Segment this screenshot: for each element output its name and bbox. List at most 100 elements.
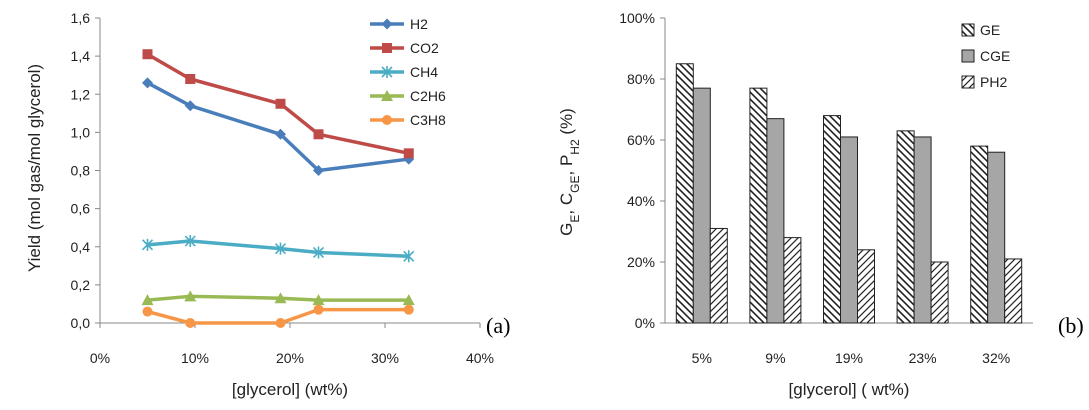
legend-marker-h2 <box>381 18 393 30</box>
ylabel-g-sub: E <box>568 215 582 223</box>
y-tick-label: 20% <box>627 254 655 270</box>
y-tick-label: 40% <box>627 193 655 209</box>
data-point-co2 <box>185 74 196 84</box>
bar-ph2 <box>783 237 802 324</box>
bar-group <box>970 145 1023 324</box>
ylabel-g: G <box>557 223 576 236</box>
panel-a-x-axis-label: [glycerol] (wt%) <box>232 380 348 399</box>
panel-a-legend: H2 CO2 CH4 C2H6 C3H8 <box>370 16 446 128</box>
legend-label-ph2: PH2 <box>980 74 1007 90</box>
legend-swatch-ge <box>961 23 975 37</box>
data-point-ch4 <box>312 246 325 259</box>
data-point-co2 <box>313 129 324 140</box>
legend-item-ge: GE <box>961 22 1000 38</box>
panel-a-y-ticks: 0,0 0,2 0,4 0,6 0,8 1,0 1,2 1,4 1,6 <box>71 10 100 331</box>
bar-group <box>823 115 875 324</box>
panel-a-series <box>141 49 415 328</box>
legend-label-c2h6: C2H6 <box>410 88 446 104</box>
panel-b-y-axis-label: GE, CGE, PH2 (%) <box>557 108 582 236</box>
series-c3h8 <box>142 304 414 328</box>
y-tick-label: 80% <box>627 71 655 87</box>
panel-a-x-ticks: 0% 10% 20% 30% 40% <box>90 323 494 366</box>
bar-ge <box>970 145 989 324</box>
bar-group <box>896 130 949 324</box>
bar-cge <box>766 118 785 324</box>
bar-ph2 <box>1004 258 1023 324</box>
y-tick-label: 0,6 <box>71 201 91 217</box>
legend-label-ch4: CH4 <box>410 64 438 80</box>
data-point-c3h8 <box>142 306 153 317</box>
ylabel-p-sub: H2 <box>568 139 582 155</box>
panel-a-y-axis-label: Yield (mol gas/mol glycerol) <box>25 64 44 272</box>
y-tick-label: 0,4 <box>71 239 91 255</box>
series-c2h6 <box>141 290 415 306</box>
data-point-c2h6 <box>274 292 287 304</box>
x-tick-label: 23% <box>909 350 937 366</box>
legend-marker-ch4 <box>381 66 393 78</box>
data-point-ch4 <box>403 250 415 263</box>
panel-b-bars <box>675 63 1023 324</box>
x-tick-label: 19% <box>835 350 863 366</box>
x-tick-label: 30% <box>371 350 399 366</box>
data-point-c3h8 <box>403 304 414 315</box>
ylabel-c-sub: GE <box>568 175 582 192</box>
bar-ph2 <box>930 261 949 324</box>
ylabel-p: , P <box>557 155 576 176</box>
legend-item-ch4: CH4 <box>370 64 438 80</box>
data-point-c2h6 <box>141 294 154 306</box>
legend-item-ph2: PH2 <box>961 74 1007 90</box>
legend-swatch-cge <box>961 49 975 63</box>
y-tick-label: 100% <box>619 10 655 26</box>
y-tick-label: 0% <box>635 315 655 331</box>
legend-label-ge: GE <box>980 22 1000 38</box>
x-tick-label: 32% <box>982 350 1010 366</box>
legend-item-cge: CGE <box>961 48 1010 64</box>
legend-marker-co2 <box>382 43 392 53</box>
data-point-ch4 <box>184 235 196 248</box>
y-tick-label: 1,4 <box>71 48 91 64</box>
bar-cge <box>987 151 1006 324</box>
y-tick-label: 0,8 <box>71 163 91 179</box>
data-point-c2h6 <box>312 294 325 306</box>
bar-ge <box>823 115 841 324</box>
legend-item-c2h6: C2H6 <box>370 88 446 104</box>
series-ch4 <box>141 235 415 263</box>
panel-a-line-chart: 0,0 0,2 0,4 0,6 0,8 1,0 1,2 1,4 1,6 0% 10% 20% 30% 4… <box>25 10 510 399</box>
panel-b-y-ticks: 0% 20% 40% 60% 80% 100% <box>619 10 665 331</box>
panel-b-x-axis-label: [glycerol] ( wt%) <box>789 380 910 399</box>
y-tick-label: 60% <box>627 132 655 148</box>
legend-label-c3h8: C3H8 <box>410 112 446 128</box>
bar-ph2 <box>857 249 875 324</box>
x-tick-label: 5% <box>692 350 712 366</box>
ylabel-unit: (%) <box>557 108 576 139</box>
data-point-h2 <box>275 128 286 140</box>
y-tick-label: 1,2 <box>71 86 91 102</box>
data-point-h2 <box>184 100 196 112</box>
data-point-co2 <box>403 148 414 159</box>
panel-b-legend: GE CGE PH2 <box>961 22 1010 90</box>
legend-label-co2: CO2 <box>410 40 439 56</box>
x-tick-label: 40% <box>466 350 494 366</box>
x-tick-label: 10% <box>181 350 209 366</box>
series-h2 <box>142 77 415 176</box>
legend-item-c3h8: C3H8 <box>370 112 446 128</box>
y-tick-label: 0,0 <box>71 315 91 331</box>
bar-cge <box>692 87 711 324</box>
bar-cge <box>913 136 932 324</box>
data-point-ch4 <box>274 242 287 255</box>
series-line-h2 <box>146 81 409 173</box>
bar-group <box>749 87 802 324</box>
legend-marker-c2h6 <box>381 90 393 101</box>
bar-ge <box>675 63 694 324</box>
panel-b-label: (b) <box>1058 313 1084 338</box>
data-point-co2 <box>275 98 286 109</box>
legend-item-co2: CO2 <box>370 40 439 56</box>
bar-ge <box>896 130 915 324</box>
data-point-c2h6 <box>184 290 197 302</box>
data-point-c3h8 <box>275 318 286 328</box>
data-point-co2 <box>142 49 153 60</box>
panel-a-label: (a) <box>486 313 510 338</box>
bar-cge <box>840 136 858 324</box>
bar-group <box>675 63 728 324</box>
